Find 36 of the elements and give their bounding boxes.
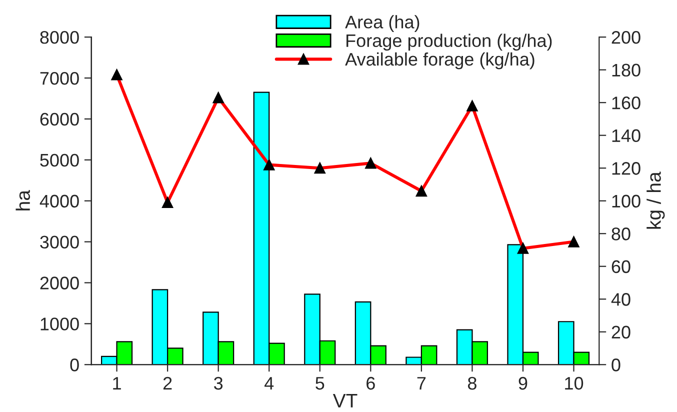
y-tick-label: 1000 — [40, 318, 79, 330]
y2-tick-label: 20 — [612, 326, 630, 339]
x-tick-label: 8 — [468, 376, 476, 390]
y2-tick-label: 160 — [612, 96, 640, 110]
x-tick-label: 7 — [417, 377, 426, 390]
y2-tick-label: 200 — [612, 31, 640, 44]
y-tick-label: 6000 — [40, 112, 79, 126]
y2-tick-label: 60 — [612, 260, 630, 274]
x-tick-label: 3 — [214, 376, 223, 390]
y2-tick-label: 180 — [612, 64, 640, 77]
y-tick-label: 2000 — [40, 276, 79, 290]
y-tick-label: 5000 — [40, 154, 79, 167]
y-axis-title: ha — [16, 190, 30, 210]
y2-tick-label: 40 — [611, 293, 630, 306]
legend-label: Forage production (kg/ha) — [346, 34, 552, 51]
y2-tick-label: 0 — [612, 358, 620, 372]
y-tick-label: 7000 — [40, 72, 79, 85]
legend-label: Available forage (kg/ha) — [345, 52, 534, 70]
y-tick-label: 0 — [70, 358, 79, 372]
y2-tick-label: 100 — [612, 194, 640, 208]
y-tick-label: 4000 — [40, 194, 79, 208]
y-tick-label: 3000 — [40, 236, 79, 249]
x-tick-label: 2 — [163, 376, 172, 390]
y2-tick-label: 120 — [612, 162, 640, 175]
y2-tick-label: 80 — [612, 228, 630, 240]
y2-axis-title: kg / ha — [646, 172, 665, 229]
y-tick-label: 8000 — [40, 31, 79, 44]
y2-tick-label: 140 — [612, 129, 640, 142]
x-tick-label: 10 — [565, 376, 584, 390]
x-tick-label: 5 — [316, 377, 324, 390]
x-tick-label: 6 — [366, 376, 375, 390]
x-axis-title: VT — [332, 394, 358, 408]
legend-label: Area (ha) — [345, 15, 420, 32]
x-tick-label: 4 — [264, 377, 274, 390]
x-tick-label: 1 — [113, 377, 121, 390]
x-tick-label: 9 — [518, 376, 528, 390]
